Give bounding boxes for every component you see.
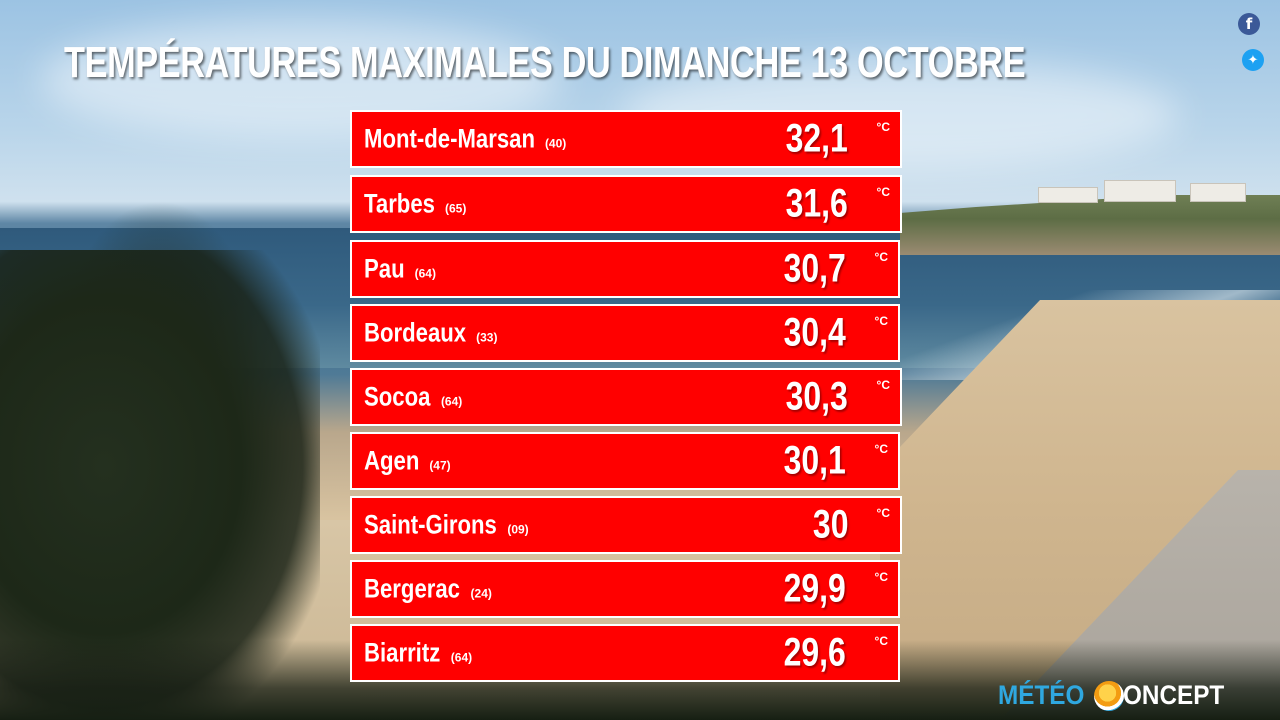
city-label: Tarbes (65)	[364, 189, 466, 220]
city-name: Mont-de-Marsan	[364, 123, 535, 154]
ranking-row-socoa: Socoa (64) 30,3 °C	[350, 368, 902, 426]
page-title: TEMPÉRATURES MAXIMALES DU DIMANCHE 13 OC…	[64, 38, 1026, 87]
temperature-value: 29,9	[783, 566, 846, 611]
department-code: (09)	[507, 522, 529, 537]
city-label: Socoa (64)	[364, 382, 462, 413]
city-name: Bordeaux	[364, 317, 467, 348]
department-code: (24)	[470, 586, 492, 601]
city-name: Pau	[364, 253, 405, 284]
ranking-row-tarbes: Tarbes (65) 31,6 °C	[350, 175, 902, 233]
temperature-value: 30,1	[783, 438, 846, 483]
ranking-row-bordeaux: Bordeaux (33) 30,4 °C	[350, 304, 900, 362]
facebook-icon[interactable]: f	[1238, 13, 1260, 35]
temperature-unit: °C	[876, 378, 890, 392]
department-code: (65)	[444, 201, 467, 216]
temperature-unit: °C	[876, 185, 890, 199]
temperature-value: 32,1	[785, 116, 848, 161]
temperature-unit: °C	[876, 120, 890, 134]
temperature-value: 29,6	[783, 630, 846, 675]
temperature-value: 30,7	[783, 246, 846, 291]
temperature-value: 30,3	[785, 374, 848, 419]
meteo-concept-logo: MÉTÉO ONCEPT	[998, 680, 1235, 716]
temperature-unit: °C	[874, 250, 888, 264]
temperature-unit: °C	[874, 442, 888, 456]
temperature-value: 30	[812, 502, 848, 547]
temperature-unit: °C	[874, 634, 888, 648]
building	[1190, 183, 1246, 202]
logo-text-concept: ONCEPT	[1122, 680, 1225, 710]
temperature-value: 30,4	[783, 310, 846, 355]
sun-cloud-icon	[1094, 680, 1125, 711]
logo-text-meteo: MÉTÉO	[998, 680, 1085, 710]
department-code: (40)	[544, 136, 567, 151]
city-label: Saint-Girons (09)	[364, 510, 529, 541]
twitter-icon[interactable]: ✦	[1242, 49, 1264, 71]
department-code: (47)	[429, 458, 451, 473]
headland	[900, 195, 1280, 255]
department-code: (33)	[476, 330, 498, 345]
city-name: Bergerac	[364, 573, 461, 604]
city-label: Biarritz (64)	[364, 638, 472, 669]
city-name: Biarritz	[364, 637, 441, 668]
ranking-row-biarritz: Biarritz (64) 29,6 °C	[350, 624, 900, 682]
city-label: Pau (64)	[364, 254, 436, 285]
city-label: Mont-de-Marsan (40)	[364, 124, 566, 155]
department-code: (64)	[414, 266, 436, 281]
city-name: Agen	[364, 445, 420, 476]
ranking-row-saint-girons: Saint-Girons (09) 30 °C	[350, 496, 902, 554]
city-label: Agen (47)	[364, 446, 451, 477]
department-code: (64)	[440, 394, 463, 409]
city-label: Bordeaux (33)	[364, 318, 497, 349]
city-name: Tarbes	[364, 188, 435, 219]
city-name: Saint-Girons	[364, 509, 497, 540]
ranking-row-pau: Pau (64) 30,7 °C	[350, 240, 900, 298]
temperature-unit: °C	[874, 314, 888, 328]
temperature-unit: °C	[876, 506, 890, 520]
department-code: (64)	[450, 650, 473, 665]
ranking-row-agen: Agen (47) 30,1 °C	[350, 432, 900, 490]
building	[1038, 187, 1098, 203]
building	[1104, 180, 1176, 202]
temperature-unit: °C	[874, 570, 888, 584]
city-name: Socoa	[364, 381, 431, 412]
temperature-value: 31,6	[785, 181, 848, 226]
ranking-row-bergerac: Bergerac (24) 29,9 °C	[350, 560, 900, 618]
city-label: Bergerac (24)	[364, 574, 492, 605]
ranking-row-mont-de-marsan: Mont-de-Marsan (40) 32,1 °C	[350, 110, 902, 168]
